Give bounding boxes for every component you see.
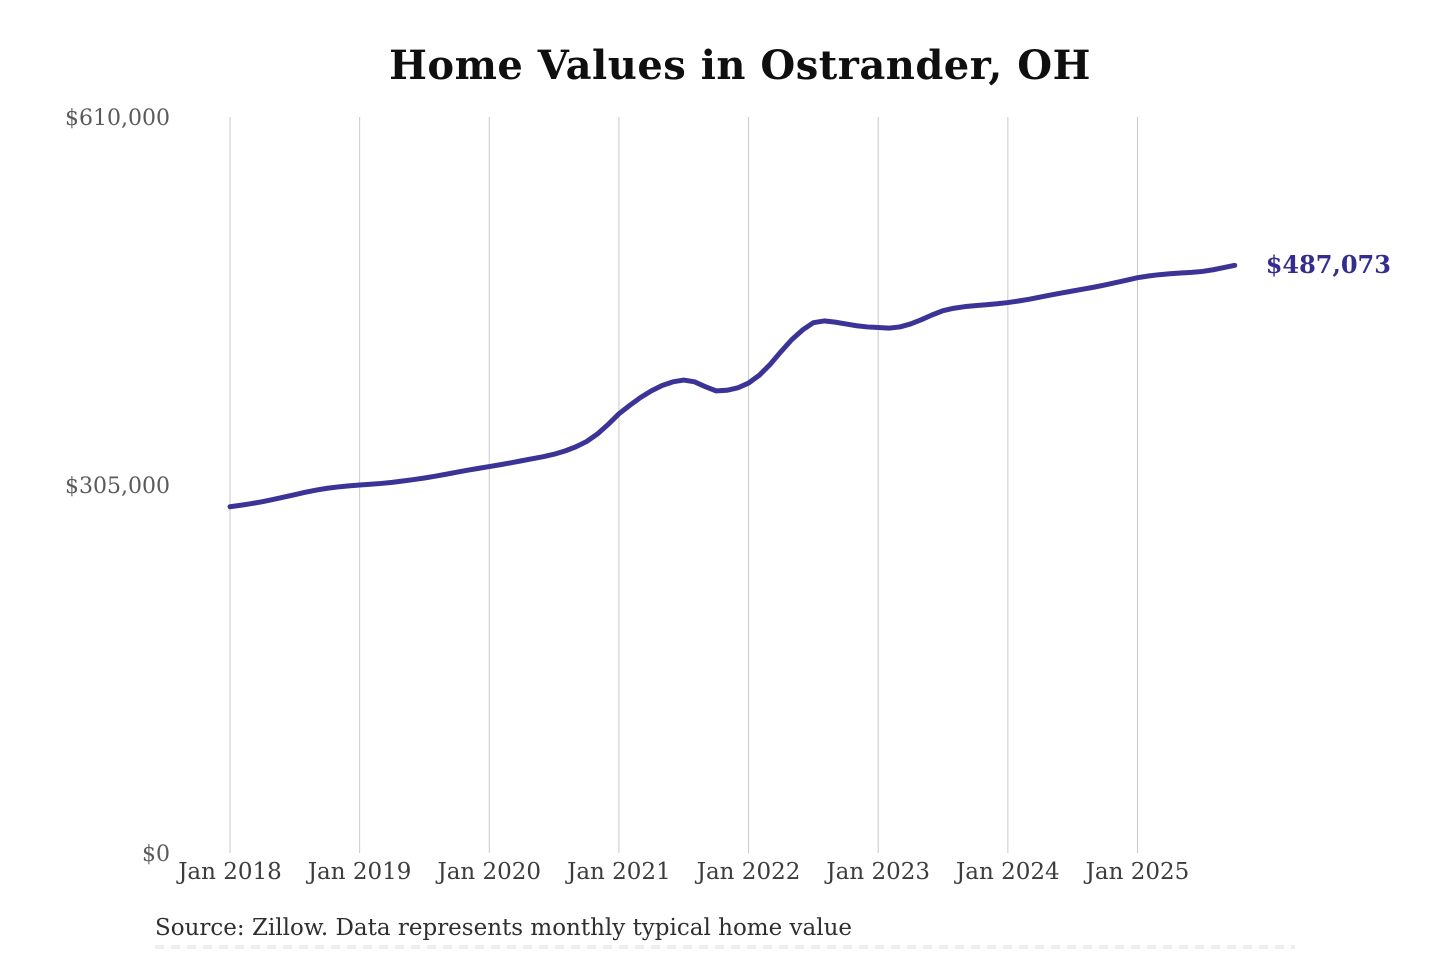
- x-tick-label-jan-2023: Jan 2023: [826, 859, 930, 885]
- y-tick-label-610000: $610,000: [65, 106, 170, 131]
- x-tick-label-jan-2024: Jan 2024: [956, 859, 1060, 885]
- x-tick-label-jan-2021: Jan 2021: [567, 859, 671, 885]
- x-tick-label-jan-2022: Jan 2022: [696, 859, 801, 885]
- x-tick-label-jan-2025: Jan 2025: [1085, 859, 1190, 885]
- latest-value-label: $487,073: [1265, 250, 1391, 280]
- home-value-line: [227, 262, 1238, 510]
- x-tick-label-jan-2018: Jan 2018: [178, 859, 282, 885]
- y-tick-label-305000: $305,000: [65, 474, 170, 499]
- source-note: Source: Zillow. Data represents monthly …: [155, 915, 853, 941]
- x-tick-label-jan-2020: Jan 2020: [437, 859, 542, 885]
- y-tick-label-0: $0: [142, 842, 170, 867]
- cropped-text-artifact: [155, 945, 1295, 949]
- x-tick-label-jan-2019: Jan 2019: [307, 859, 412, 885]
- chart-title: Home Values in Ostrander, OH: [389, 42, 1091, 89]
